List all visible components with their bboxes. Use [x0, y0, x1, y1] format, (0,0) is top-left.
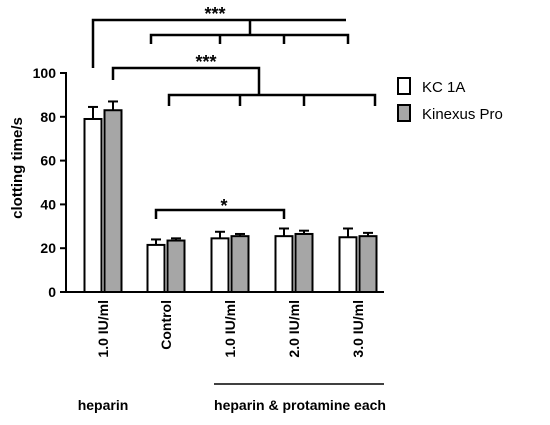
bar — [210, 237, 230, 293]
sig-label: *** — [195, 52, 216, 72]
sig-bracket-top — [91, 18, 346, 68]
legend-swatch — [397, 104, 411, 122]
sig-bracket-control — [154, 208, 286, 219]
legend-label: KC 1A — [422, 79, 465, 96]
bar — [338, 236, 358, 293]
sig-bracket-second — [111, 66, 261, 95]
bar — [358, 235, 378, 293]
sig-label: * — [220, 196, 227, 216]
y-axis-label: clotting time/s — [9, 117, 26, 219]
bar — [83, 117, 103, 293]
x-tick-label: Control — [158, 300, 174, 350]
bar — [294, 232, 314, 293]
x-tick-labels: 1.0 IU/ml Control 1.0 IU/ml 2.0 IU/ml 3.0 IU… — [95, 300, 366, 358]
group-labels: heparin heparin & protamine each — [78, 383, 386, 413]
bar — [274, 235, 294, 293]
y-tick-label: 20 — [40, 240, 56, 256]
significance-brackets: ******* — [91, 4, 377, 219]
y-tick-label: 80 — [40, 109, 56, 125]
legend-swatch — [397, 77, 411, 95]
y-tick-label: 0 — [48, 284, 56, 300]
group-label-heparin: heparin — [78, 397, 129, 413]
bar — [166, 239, 186, 294]
x-tick-label: 1.0 IU/ml — [222, 300, 238, 358]
bar — [230, 235, 250, 293]
x-tick-label: 3.0 IU/ml — [350, 300, 366, 358]
sig-bracket-second-targets — [167, 93, 377, 106]
chart-bars — [83, 100, 378, 294]
sig-label: *** — [204, 4, 225, 24]
y-tick-label: 100 — [33, 65, 57, 81]
legend-label: Kinexus Pro — [422, 106, 503, 123]
bar — [146, 243, 166, 293]
y-tick-label: 40 — [40, 196, 56, 212]
bar — [103, 109, 123, 294]
sig-bracket-top-targets — [149, 33, 350, 44]
x-tick-label: 2.0 IU/ml — [286, 300, 302, 358]
y-tick-label: 60 — [40, 153, 56, 169]
x-tick-label: 1.0 IU/ml — [95, 300, 111, 358]
legend: KC 1A Kinexus Pro — [397, 77, 503, 123]
group-label-heparin-protamine: heparin & protamine each — [214, 397, 386, 413]
